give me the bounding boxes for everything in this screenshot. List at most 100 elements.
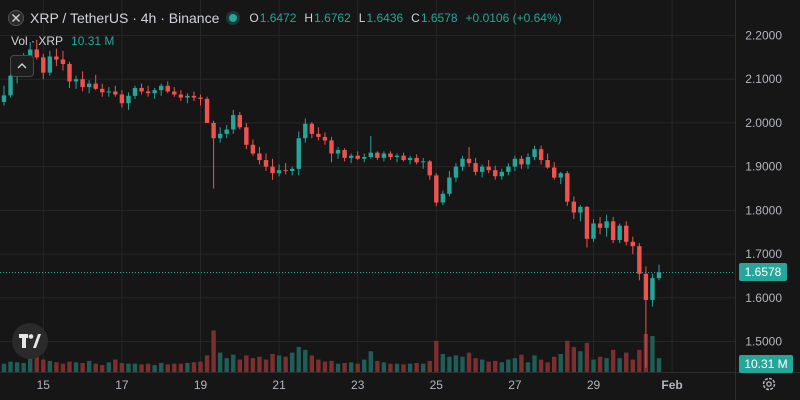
candle-body [342,150,347,158]
candle-body [165,85,170,92]
chart-legend-header: XRP / TetherUS · 4h · Binance O1.6472 H1… [8,9,566,27]
candle-body [362,157,367,159]
candle-body [47,56,53,73]
y-tick-label: 1.7000 [745,247,782,261]
candle-body [86,83,92,88]
volume-bar [532,355,537,372]
candle-body [421,161,426,163]
candle-body [401,155,406,161]
candle-body [113,91,118,95]
change-value: +0.0106 (+0.64%) [465,11,562,25]
low-value: 1.6436 [366,11,404,25]
candle-body [41,57,46,73]
volume-bar [41,359,46,372]
x-tick-label: Feb [661,378,682,392]
volume-bar [604,358,609,372]
volume-bar [479,359,485,372]
candle-body [8,75,13,96]
volume-bar [198,361,203,372]
volume-bar [263,359,269,372]
volume-bar [637,349,642,372]
volume-bar [290,352,295,372]
gear-icon[interactable] [761,376,777,392]
candle-body [93,83,98,89]
volume-bar [132,363,138,372]
candle-body [250,144,256,154]
candle-body [578,206,583,213]
xrp-logo-icon[interactable] [8,10,24,26]
volume-bar [506,359,511,372]
tradingview-logo-icon[interactable] [12,323,48,359]
volume-bar [421,363,426,372]
candle-body [270,166,275,174]
candle-body [204,98,210,123]
candle-body [329,140,334,154]
volume-bar [348,362,354,372]
volume-bar [591,359,596,372]
volume-bar [375,360,380,372]
candle-body [316,133,321,137]
open-key: O [249,11,259,25]
candle-body [211,122,216,139]
candle-body [460,158,465,167]
volume-bar [67,361,72,372]
volume-bar [486,361,491,372]
candle-body [565,173,570,202]
y-tick-label: 1.8000 [745,203,782,217]
candle-body [643,273,649,300]
volume-bar [571,347,577,372]
volume-bar [28,356,33,372]
volume-bar [172,363,177,372]
volume-legend: Vol · XRP 10.31 M [11,34,114,48]
x-tick-label: 23 [351,378,365,392]
candle-body [453,166,459,178]
volume-bar [60,363,66,372]
volume-bar [630,359,635,372]
volume-bar [447,356,452,372]
candle-body [224,129,229,134]
market-status-icon[interactable] [229,14,238,22]
volume-bar [493,360,498,372]
collapse-legend-button[interactable] [10,55,34,77]
candle-body [466,158,472,164]
volume-bar [499,362,504,372]
ohlc-values: O1.6472 H1.6762 L1.6436 C1.6578 +0.0106 … [249,11,565,25]
candle-body [637,246,642,274]
volume-bar [309,355,315,372]
candle-body [145,91,151,94]
volume-bar [73,362,79,372]
candle-body [532,149,537,158]
candle-body [309,123,315,134]
candle-body [584,206,590,239]
candle-body [198,97,203,99]
candle-body [1,95,7,102]
volume-bar [584,342,590,372]
candle-body [73,79,79,82]
symbol-title[interactable]: XRP / TetherUS · 4h · Binance [30,10,220,26]
volume-bar [21,363,26,372]
volume-bar [362,359,367,372]
volume-bar [204,355,210,372]
y-tick-label: 1.6000 [745,291,782,305]
x-tick-label: 19 [194,378,208,392]
candle-body [172,91,177,95]
candle-body [303,123,308,139]
x-tick-label: 15 [37,378,51,392]
candle-body [290,168,295,172]
x-tick-label: 25 [430,378,444,392]
volume-bar [250,358,256,372]
volume-bar [578,351,583,372]
candle-body [447,177,452,194]
candle-body [132,87,138,96]
candle-body [28,49,33,58]
volume-bar [106,362,111,372]
candle-body [368,152,373,158]
volume-bar [545,362,550,372]
volume-bar [54,362,59,372]
volume-bar [178,363,184,372]
volume-bar [270,354,275,372]
volume-label[interactable]: Vol · XRP [11,34,64,48]
candle-body [231,115,236,130]
